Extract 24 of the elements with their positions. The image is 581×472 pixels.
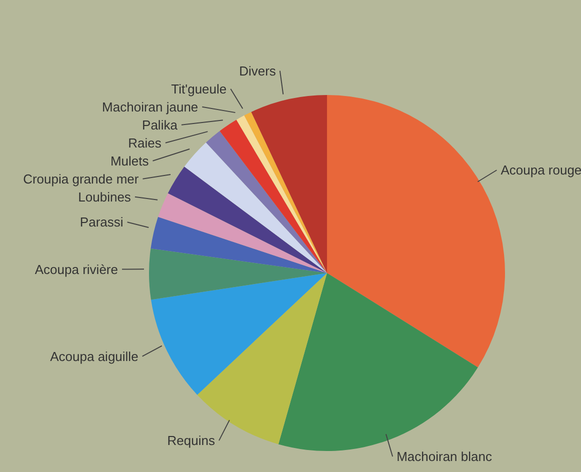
slice-label: Raies: [128, 135, 162, 150]
slice-label: Acoupa rouge: [500, 162, 581, 178]
slice-label: Loubines: [78, 189, 132, 204]
pie-slice: [149, 248, 327, 300]
slice-label: Parassi: [80, 214, 124, 230]
pie-slice: [168, 166, 327, 273]
pie-slice: [278, 273, 478, 451]
slice-label: Requins: [167, 433, 216, 448]
pie-slice: [220, 120, 327, 273]
slice-label: Mulets: [110, 153, 150, 168]
pie-slice: [158, 193, 327, 273]
slice-label: Machoiran blanc: [396, 449, 492, 464]
slice-label: Divers: [239, 63, 276, 78]
pie-slice: [150, 216, 327, 273]
slice-label: Palika: [142, 117, 178, 132]
slice-label: Tit'gueule: [171, 81, 227, 96]
slice-label: Acoupa aiguille: [50, 348, 138, 364]
slice-label: Acoupa rivière: [34, 262, 118, 277]
slice-label: Machoiran jaune: [102, 99, 198, 114]
pie-slice: [151, 273, 327, 395]
pie-slice: [251, 95, 327, 273]
pie-slice: [184, 142, 327, 273]
pie-slice: [206, 130, 327, 273]
slice-label: Croupia grande mer: [23, 171, 140, 186]
